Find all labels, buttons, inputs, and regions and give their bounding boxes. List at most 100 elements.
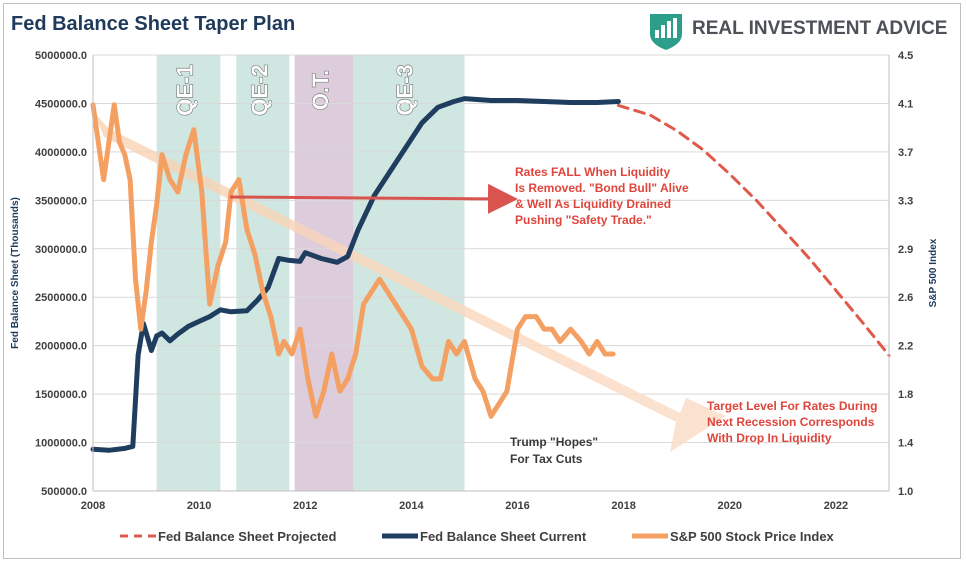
data-point (113, 104, 115, 106)
data-point (270, 316, 272, 318)
data-point (193, 129, 195, 131)
data-point (389, 170, 391, 172)
x-tick-label: 2022 (824, 500, 848, 512)
data-point (421, 366, 423, 368)
data-point (323, 391, 325, 393)
y-left-tick-label: 3000000.0 (35, 244, 87, 256)
data-point (395, 303, 397, 305)
data-point (135, 278, 137, 280)
data-point (108, 141, 110, 143)
data-point (474, 378, 476, 380)
data-point (151, 350, 153, 352)
data-point (453, 101, 455, 103)
data-point (570, 328, 572, 330)
x-tick-label: 2014 (399, 500, 424, 512)
data-point (132, 446, 134, 448)
series-line-s-p-500-stock-price-index (90, 102, 616, 419)
data-point (421, 122, 423, 124)
data-point (169, 179, 171, 181)
data-point (201, 191, 203, 193)
data-point (331, 353, 333, 355)
data-point (262, 291, 264, 293)
data-point (289, 260, 291, 262)
data-point (119, 141, 121, 143)
data-point (225, 241, 227, 243)
bands-layer: QE-1 QE-2 O.T. QE-3 (156, 55, 465, 491)
data-point (257, 299, 259, 301)
ticks-layer: 500000.0 1000000.0 1500000.0 2000000.0 25000… (35, 50, 914, 512)
y-left-label: Fed Balance Sheet (Thousands) (10, 197, 21, 349)
y-left-tick-label: 2500000.0 (35, 292, 87, 304)
data-point (198, 321, 200, 323)
y-right-tick-label: 4.5 (898, 50, 913, 62)
data-point (137, 355, 139, 357)
data-point (535, 316, 537, 318)
y-right-tick-label: 1.0 (898, 486, 913, 498)
band-label: QE-1 (173, 64, 198, 115)
data-point (702, 149, 704, 151)
annotation-text: Rates FALL When Liquidity Is Removed. "Bo… (515, 165, 689, 227)
legend-label: S&P 500 Stock Price Index (670, 529, 835, 544)
data-point (336, 262, 338, 264)
data-point (405, 146, 407, 148)
data-point (596, 341, 598, 343)
data-point (596, 102, 598, 104)
y-right-tick-label: 3.7 (898, 147, 913, 159)
y-left-tick-label: 500000.0 (41, 486, 87, 498)
data-point (618, 101, 620, 103)
data-point (145, 291, 147, 293)
x-tick-label: 2010 (187, 500, 211, 512)
data-point (291, 353, 293, 355)
data-point (304, 252, 306, 254)
band-qe-2 (236, 55, 290, 491)
data-point (230, 191, 232, 193)
y-right-tick-label: 2.2 (898, 341, 913, 353)
data-point (543, 101, 545, 103)
data-point (506, 391, 508, 393)
data-point (756, 200, 758, 202)
data-point (387, 291, 389, 293)
brand-name: REAL INVESTMENT ADVICE (692, 18, 947, 39)
y-right-tick-label: 2.6 (898, 292, 913, 304)
bar-chart-shield-icon (650, 14, 682, 50)
brand-logo: REAL INVESTMENT ADVICE (650, 14, 947, 50)
data-point (267, 287, 269, 289)
data-point (862, 322, 864, 324)
data-point (246, 229, 248, 231)
data-point (355, 353, 357, 355)
data-point (490, 415, 492, 417)
data-point (156, 335, 158, 337)
band-qe-3 (353, 55, 465, 491)
y-right-tick-label: 1.8 (898, 389, 913, 401)
data-point (315, 415, 317, 417)
data-point (347, 378, 349, 380)
data-point (209, 303, 211, 305)
y-left-tick-label: 2000000.0 (35, 341, 87, 353)
data-point (403, 316, 405, 318)
data-point (570, 102, 572, 104)
data-point (217, 266, 219, 268)
data-point (103, 179, 105, 181)
x-tick-label: 2016 (505, 500, 529, 512)
band-label: O.T. (308, 70, 333, 110)
data-point (437, 107, 439, 109)
data-point (161, 154, 163, 156)
data-point (559, 341, 561, 343)
x-tick-label: 2018 (611, 500, 635, 512)
data-point (129, 179, 131, 181)
data-point (238, 179, 240, 181)
annotation-text: Target Level For Rates During Next Recess… (707, 399, 877, 445)
y-right-tick-label: 4.1 (898, 98, 913, 110)
legend-label: Fed Balance Sheet Current (420, 529, 587, 544)
y-left-tick-label: 4000000.0 (35, 147, 87, 159)
annotations-layer: Rates FALL When Liquidity Is Removed. "Bo… (510, 165, 877, 466)
y-left-tick-label: 5000000.0 (35, 50, 87, 62)
data-point (580, 341, 582, 343)
data-point (618, 105, 620, 107)
data-point (482, 391, 484, 393)
data-point (209, 316, 211, 318)
annotation-text: Trump "Hopes" For Tax Cuts (510, 435, 598, 466)
data-point (339, 391, 341, 393)
data-point (525, 316, 527, 318)
data-point (373, 195, 375, 197)
